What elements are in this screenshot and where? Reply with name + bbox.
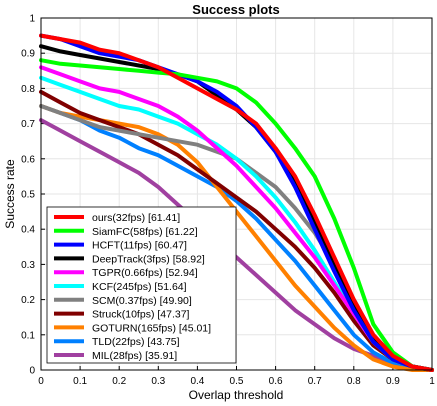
x-tick-label: 0 bbox=[38, 376, 44, 387]
y-tick-label: 0.3 bbox=[21, 260, 35, 271]
legend-entry-label: ours(32fps) [61.41] bbox=[92, 212, 180, 224]
legend-entry-label: SCM(0.37fps) [49.90] bbox=[92, 295, 192, 307]
x-tick-label: 0.1 bbox=[73, 376, 87, 387]
x-tick-label: 0.9 bbox=[386, 376, 400, 387]
y-tick-label: 0.2 bbox=[21, 295, 35, 306]
x-axis-ticks: 0 0.1 0.2 0.3 0.4 0.5 0.6 0.7 0.8 0.9 1 bbox=[38, 366, 435, 387]
x-tick-label: 0.7 bbox=[308, 376, 322, 387]
y-tick-label: 0.8 bbox=[21, 84, 35, 95]
series-line bbox=[39, 33, 434, 372]
plot-area-border bbox=[40, 17, 433, 371]
legend: ours(32fps) [61.41] SiamFC(58fps) [61.22]… bbox=[46, 206, 237, 364]
legend-entry-label: HCFT(11fps) [60.47] bbox=[92, 240, 187, 252]
y-axis-label: Success rate bbox=[3, 159, 17, 229]
series-lines bbox=[39, 33, 434, 372]
y-axis-ticks: 0 0.1 0.2 0.3 0.4 0.5 0.6 0.7 0.8 0.9 1 bbox=[21, 14, 45, 377]
chart-title: Success plots bbox=[192, 2, 279, 17]
x-tick-label: 1 bbox=[429, 376, 435, 387]
y-tick-label: 0 bbox=[29, 366, 35, 377]
y-tick-label: 0.9 bbox=[21, 49, 35, 60]
series-line bbox=[39, 89, 434, 372]
x-axis-label: Overlap threshold bbox=[189, 388, 284, 402]
x-tick-label: 0.3 bbox=[151, 376, 165, 387]
legend-entry-label: DeepTrack(3fps) [58.92] bbox=[92, 253, 205, 265]
y-tick-label: 0.6 bbox=[21, 154, 35, 165]
legend-entry-label: MIL(28fps) [35.91] bbox=[92, 350, 177, 362]
x-tick-label: 0.5 bbox=[230, 376, 244, 387]
y-tick-label: 0.1 bbox=[21, 330, 35, 341]
x-tick-label: 0.2 bbox=[112, 376, 126, 387]
legend-entry-label: SiamFC(58fps) [61.22] bbox=[92, 226, 198, 238]
legend-entry-label: KCF(245fps) [51.64] bbox=[92, 281, 187, 293]
legend-entry-label: Struck(10fps) [47.37] bbox=[92, 309, 190, 321]
legend-entry-label: GOTURN(165fps) [45.01] bbox=[92, 322, 211, 334]
y-tick-label: 1 bbox=[29, 14, 35, 25]
y-tick-label: 0.7 bbox=[21, 119, 35, 130]
series-line bbox=[39, 33, 434, 372]
series-line bbox=[39, 104, 434, 372]
x-tick-label: 0.4 bbox=[190, 376, 204, 387]
y-tick-label: 0.4 bbox=[21, 225, 35, 236]
x-tick-label: 0.6 bbox=[269, 376, 283, 387]
legend-entry-label: TLD(22fps) [43.75] bbox=[92, 336, 180, 348]
y-tick-label: 0.5 bbox=[21, 190, 35, 201]
legend-entry-label: TGPR(0.66fps) [52.94] bbox=[92, 267, 198, 279]
series-line bbox=[39, 58, 434, 372]
x-tick-label: 0.8 bbox=[347, 376, 361, 387]
